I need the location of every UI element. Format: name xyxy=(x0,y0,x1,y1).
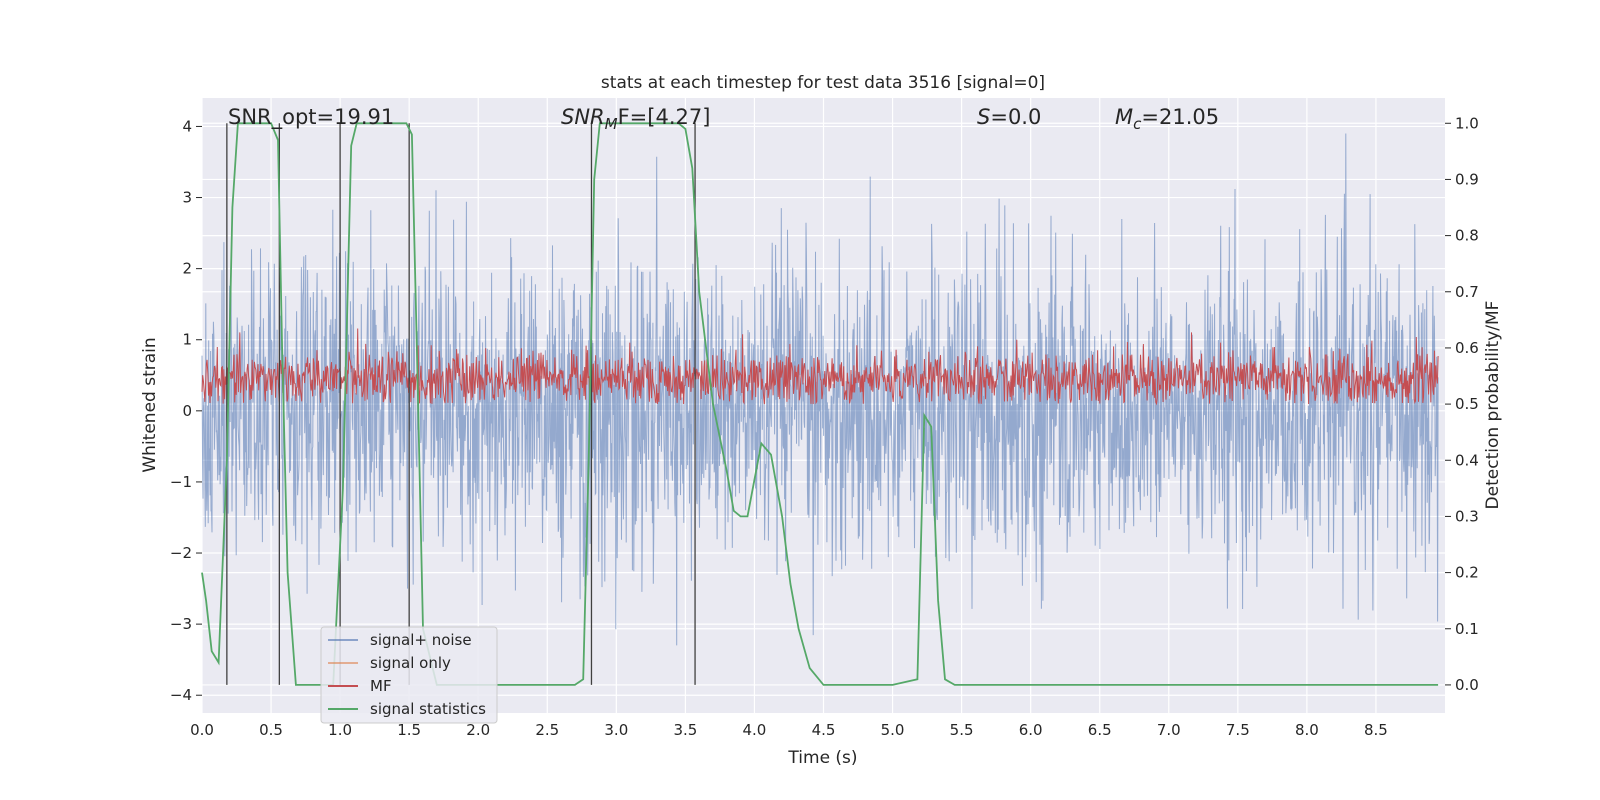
y-left-tick-label: −1 xyxy=(170,473,192,491)
series-mf xyxy=(201,328,1439,406)
y-right-tick-label: 0.2 xyxy=(1455,564,1479,582)
x-tick-label: 3.0 xyxy=(604,721,628,739)
x-tick-label: 7.5 xyxy=(1226,721,1250,739)
y-left-tick-label: 1 xyxy=(182,331,192,349)
x-tick-label: 3.5 xyxy=(673,721,697,739)
x-tick-label: 6.5 xyxy=(1088,721,1112,739)
y-left-tick-label: −3 xyxy=(170,615,192,633)
y-right-tick-label: 0.1 xyxy=(1455,620,1479,638)
y-left-tick-label: −4 xyxy=(170,686,192,704)
x-axis-label: Time (s) xyxy=(787,748,857,768)
chart-title: stats at each timestep for test data 351… xyxy=(601,73,1045,93)
x-tick-label: 1.0 xyxy=(328,721,352,739)
y-right-tick-label: 0.9 xyxy=(1455,170,1479,188)
annotation-mc-main: M xyxy=(1115,105,1133,129)
x-tick-label: 4.5 xyxy=(812,721,836,739)
x-tick-label: 2.0 xyxy=(466,721,490,739)
annotation-snr-mf-sub: M xyxy=(605,115,618,133)
legend-label-mf: MF xyxy=(370,677,392,695)
y-left-tick-label: 0 xyxy=(182,402,192,420)
y-left-tick-label: 4 xyxy=(182,117,192,135)
y-right-tick-label: 0.3 xyxy=(1455,507,1479,525)
y-left-axis-label: Whitened strain xyxy=(140,337,160,472)
y-right-tick-label: 0.4 xyxy=(1455,451,1479,469)
y-left-tick-label: 2 xyxy=(182,260,192,278)
legend-box xyxy=(320,626,498,724)
legend-label-signal-statistics: signal statistics xyxy=(370,700,486,718)
y-left-tick-label: 3 xyxy=(182,189,192,207)
y-left-axis-ticks: −4 −3 −2 −1 0 1 2 3 4 xyxy=(170,117,202,704)
annotation-snr-mf-rest: F=[4.27] xyxy=(618,105,711,129)
annotation-s-rest: =0.0 xyxy=(990,105,1041,129)
y-right-axis-ticks: 0.0 0.1 0.2 0.3 0.4 0.5 0.6 0.7 0.8 0.9 1.0 xyxy=(1445,114,1479,694)
annotation-s-main: S xyxy=(977,105,990,129)
y-right-tick-label: 0.5 xyxy=(1455,395,1479,413)
x-tick-label: 6.0 xyxy=(1019,721,1043,739)
x-tick-label: 8.5 xyxy=(1364,721,1388,739)
y-right-tick-label: 0.8 xyxy=(1455,227,1479,245)
annotation-snr-mf-main: SNR xyxy=(561,105,605,129)
annotation-snr-opt: SNR_opt=19.91 xyxy=(228,105,394,130)
x-tick-label: 8.0 xyxy=(1295,721,1319,739)
x-tick-label: 1.5 xyxy=(397,721,421,739)
y-left-tick-label: −2 xyxy=(170,544,192,562)
y-right-tick-label: 0.7 xyxy=(1455,283,1479,301)
y-right-axis-label: Detection probability/MF xyxy=(1483,301,1503,510)
x-tick-label: 5.5 xyxy=(950,721,974,739)
mf-line xyxy=(201,328,1439,406)
legend: signal+ noise signal only MF signal stat… xyxy=(320,626,498,724)
legend-label-signal-noise: signal+ noise xyxy=(370,631,472,649)
x-tick-label: 2.5 xyxy=(535,721,559,739)
y-right-tick-label: 0.6 xyxy=(1455,339,1479,357)
x-tick-label: 5.0 xyxy=(881,721,905,739)
series-signal-statistics xyxy=(201,122,1439,686)
signal-statistics-line xyxy=(201,122,1439,686)
annotation-mc-sub: c xyxy=(1133,115,1142,133)
x-tick-label: 7.0 xyxy=(1157,721,1181,739)
x-axis-ticks: 0.0 0.5 1.0 1.5 2.0 2.5 3.0 3.5 4.0 4.5 5.0 5.5 6.0 6… xyxy=(190,721,1388,739)
annotation-mc-rest: =21.05 xyxy=(1141,105,1219,129)
annotation-snr-mf: SNRMF=[4.27] xyxy=(561,105,710,133)
annotation-s: S=0.0 xyxy=(977,105,1041,129)
x-tick-label: 0.5 xyxy=(259,721,283,739)
y-right-tick-label: 1.0 xyxy=(1455,114,1479,132)
annotation-mc: Mc=21.05 xyxy=(1115,105,1219,133)
legend-label-signal-only: signal only xyxy=(370,654,451,672)
x-tick-label: 4.0 xyxy=(743,721,767,739)
y-right-tick-label: 0.0 xyxy=(1455,676,1479,694)
x-tick-label: 0.0 xyxy=(190,721,214,739)
